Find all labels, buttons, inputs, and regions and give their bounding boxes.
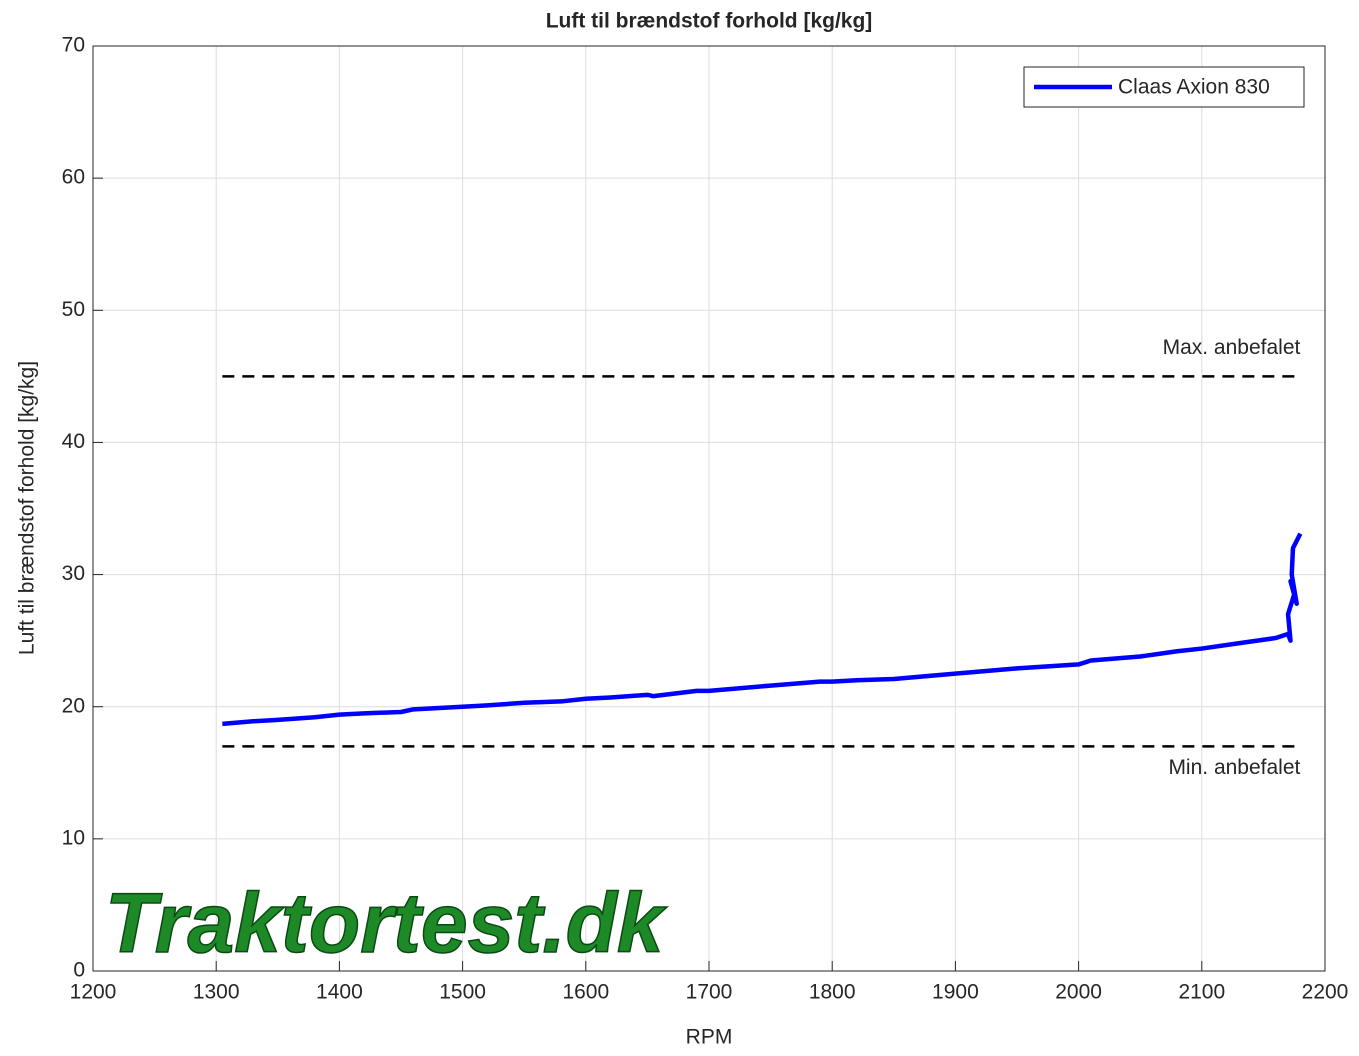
x-tick-label: 1400 [316, 981, 363, 1004]
x-tick-label: 1800 [809, 981, 856, 1004]
reference-label: Max. anbefalet [1163, 336, 1301, 359]
legend-label: Claas Axion 830 [1118, 76, 1270, 99]
y-tick-label: 50 [62, 298, 85, 321]
plot-frame [92, 45, 1326, 972]
y-tick-label: 30 [62, 562, 85, 585]
x-tick-label: 2000 [1055, 981, 1102, 1004]
x-tick-label: 2200 [1302, 981, 1349, 1004]
series-line [222, 532, 1303, 727]
y-tick-label: 0 [73, 959, 85, 982]
reference-label: Min. anbefalet [1168, 756, 1300, 779]
x-tick-label: 1600 [562, 981, 609, 1004]
chart-title: Luft til brændstof forhold [kg/kg] [546, 10, 873, 33]
y-tick-label: 40 [62, 430, 85, 453]
x-tick-label: 1500 [439, 981, 486, 1004]
x-tick-label: 1300 [193, 981, 240, 1004]
x-tick-label: 1900 [932, 981, 979, 1004]
x-tick-label: 1700 [686, 981, 733, 1004]
y-tick-label: 70 [62, 34, 85, 57]
y-tick-label: 10 [62, 826, 85, 849]
y-tick-label: 20 [62, 694, 85, 717]
x-tick-label: 1200 [70, 981, 117, 1004]
y-axis-label: Luft til brændstof forhold [kg/kg] [16, 361, 39, 655]
x-tick-label: 2100 [1178, 981, 1225, 1004]
watermark: Traktortest.dk [105, 876, 668, 970]
x-axis-label: RPM [686, 1026, 733, 1049]
y-tick-label: 60 [62, 166, 85, 189]
